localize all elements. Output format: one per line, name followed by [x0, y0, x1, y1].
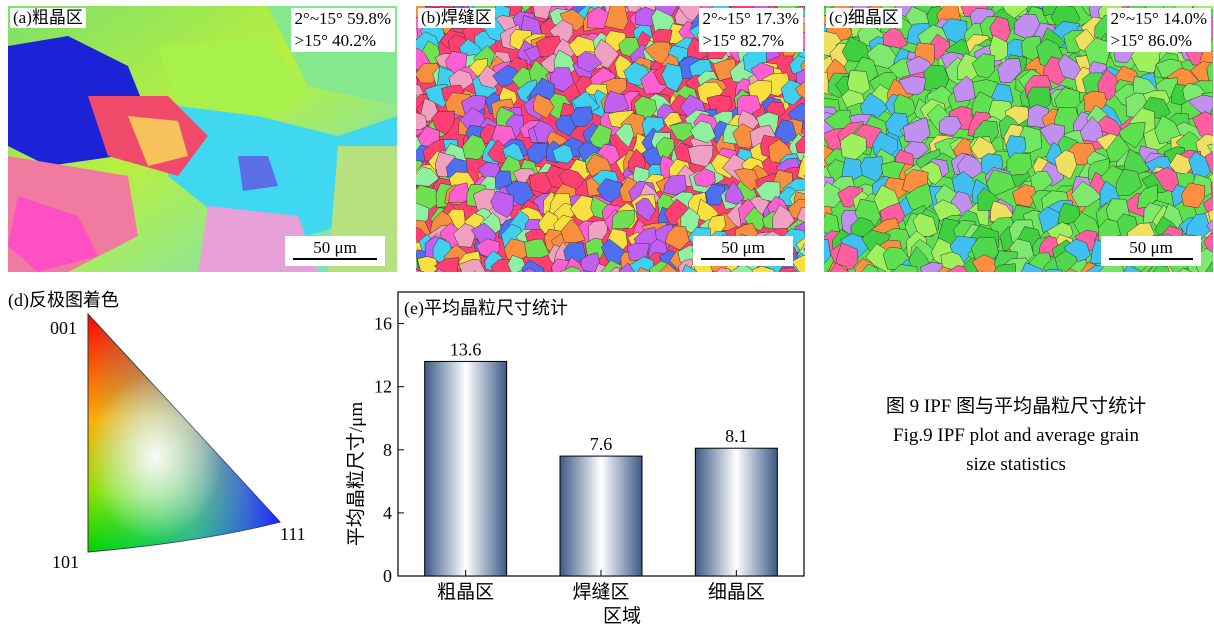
figure-caption: 图 9 IPF 图与平均晶粒尺寸统计 Fig.9 IPF plot and av…: [830, 392, 1202, 479]
caption-english-line1: Fig.9 IPF plot and average grain: [893, 425, 1139, 446]
ipf-label-101: 101: [52, 552, 79, 572]
scale-bar-line: [293, 258, 377, 260]
high-angle-fraction: >15° 82.7%: [702, 31, 785, 50]
scale-bar: 50 μm: [1101, 236, 1201, 266]
grain-size-bar-chart: (e)平均晶粒尺寸统计 0 4 8 12 16 13.6 7.6 8.1 粗晶区 焊缝区 细晶区…: [345, 291, 805, 627]
scale-bar-label: 50 μm: [1129, 238, 1173, 257]
ebsd-map-fine: (c)细晶区 2°~15° 14.0% >15° 86.0% 50 μm: [824, 6, 1213, 272]
x-axis-label: 区域: [603, 605, 641, 627]
ebsd-map-coarse: (a)粗晶区 2°~15° 59.8% >15° 40.2% 50 μm: [8, 6, 397, 272]
panel-label: (b)焊缝区: [418, 8, 495, 28]
bar-value-label: 7.6: [590, 434, 613, 454]
bar: [694, 447, 778, 577]
ipf-label-001: 001: [50, 318, 77, 338]
low-angle-fraction: 2°~15° 14.0%: [1110, 9, 1207, 28]
high-angle-fraction: >15° 40.2%: [294, 31, 377, 50]
scale-bar-label: 50 μm: [313, 238, 357, 257]
ipf-color-triangle: [87, 312, 281, 553]
chart-title: (e)平均晶粒尺寸统计: [404, 298, 568, 319]
low-angle-fraction: 2°~15° 59.8%: [294, 9, 391, 28]
ebsd-map-weld: (b)焊缝区 2°~15° 17.3% >15° 82.7% 50 μm: [416, 6, 805, 272]
x-tick-label: 焊缝区: [572, 581, 629, 603]
misorientation-stats: 2°~15° 17.3% >15° 82.7%: [698, 8, 803, 52]
scale-bar-line: [1109, 258, 1193, 260]
y-axis-label: 平均晶粒尺寸/μm: [345, 402, 367, 546]
high-angle-fraction: >15° 86.0%: [1110, 31, 1193, 50]
y-tick-label: 16: [374, 314, 392, 334]
scale-bar: 50 μm: [693, 236, 793, 266]
caption-english-line2: size statistics: [966, 454, 1066, 475]
scale-bar: 50 μm: [285, 236, 385, 266]
ipf-label-111: 111: [280, 524, 306, 544]
scale-bar-line: [701, 258, 785, 260]
misorientation-stats: 2°~15° 14.0% >15° 86.0%: [1106, 8, 1211, 52]
misorientation-stats: 2°~15° 59.8% >15° 40.2%: [290, 8, 395, 52]
panel-label: (a)粗晶区: [10, 8, 86, 28]
scale-bar-label: 50 μm: [721, 238, 765, 257]
x-tick-label: 细晶区: [708, 581, 765, 603]
x-tick-label: 粗晶区: [437, 581, 494, 603]
ipf-key-title: (d)反极图着色: [8, 290, 119, 310]
y-tick-label: 4: [383, 503, 392, 523]
caption-chinese: 图 9 IPF 图与平均晶粒尺寸统计: [885, 396, 1147, 417]
y-tick-label: 12: [374, 377, 392, 397]
bar-value-label: 8.1: [725, 426, 748, 446]
y-tick-label: 8: [383, 440, 392, 460]
y-tick-label: 0: [383, 566, 392, 586]
panel-label: (c)细晶区: [826, 8, 902, 28]
bar-value-label: 13.6: [450, 339, 482, 359]
low-angle-fraction: 2°~15° 17.3%: [702, 9, 799, 28]
bar: [559, 455, 643, 577]
bar: [424, 360, 508, 577]
y-axis: 0 4 8 12 16: [374, 314, 404, 586]
bars: 13.6 7.6 8.1: [424, 339, 778, 577]
x-axis: 粗晶区 焊缝区 细晶区: [437, 570, 765, 603]
